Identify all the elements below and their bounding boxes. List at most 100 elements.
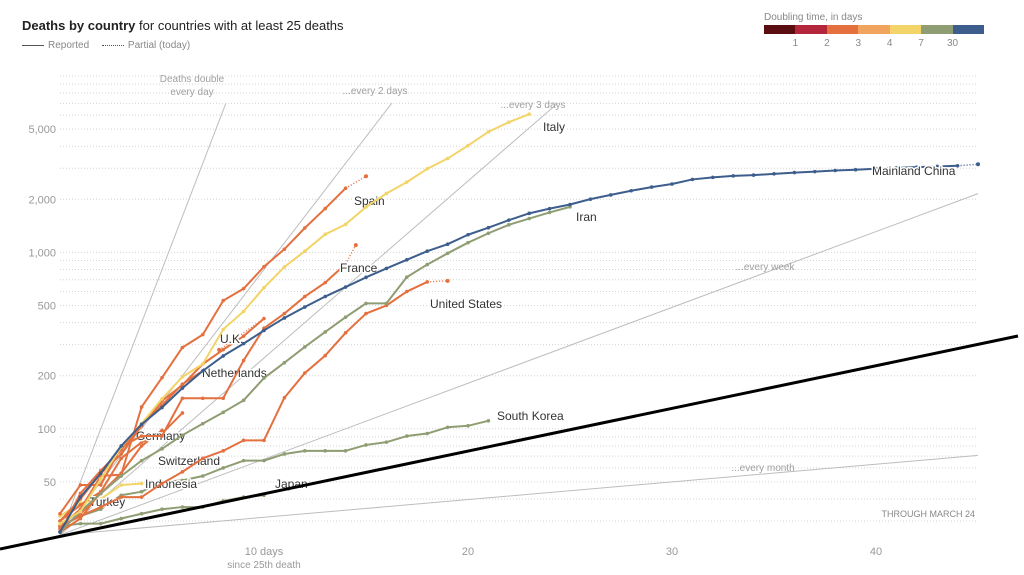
doubling-swatch-1 [795,25,827,34]
data-point-south-korea-17 [405,434,409,438]
guide-line-3-days [59,102,558,536]
data-point-mainland-china-6 [180,386,185,390]
data-point-mainland-china-25 [568,202,572,207]
data-point-united-states-6 [180,470,185,474]
data-point-japan-2 [99,521,103,526]
partial-point-united-states [445,278,450,283]
data-point-mainland-china-1 [78,495,83,499]
series-label-halo-indonesia: Indonesia [145,477,197,491]
data-point-spain-5 [160,375,164,380]
data-point-japan-5 [160,507,164,512]
data-point-spain-9 [241,286,246,291]
data-point-united-states-8 [221,449,225,453]
data-point-south-korea-13 [323,449,328,453]
data-point-united-states-10 [262,438,266,443]
data-point-united-states-3 [119,495,123,499]
data-point-mainland-china-24 [547,206,552,211]
data-point-united-states-1 [78,514,83,518]
data-point-italy-19 [445,156,450,161]
data-point-mainland-china-29 [649,185,654,189]
data-point-spain-12 [303,226,307,230]
data-point-mainland-china-22 [507,218,511,222]
data-point-italy-16 [384,191,389,196]
data-point-iran-21 [486,231,491,236]
data-point-mainland-china-18 [425,249,430,253]
data-point-u-k-8 [221,347,225,352]
data-point-spain-10 [262,264,266,269]
data-point-mainland-china-13 [323,294,328,299]
data-point-united-states-4 [139,495,144,499]
series-label-halo-france: France [340,261,378,275]
data-point-mainland-china-38 [833,168,837,173]
data-point-italy-10 [262,285,266,290]
series-label-halo-iran: Iran [576,210,597,224]
data-point-italy-13 [323,232,328,237]
data-point-iran-6 [180,433,185,437]
data-point-france-5 [160,434,164,438]
guide-label-7-days: ...every week [736,262,796,273]
chart-title: Deaths by country for countries with at … [22,18,344,33]
x-tick-label-10-days: 10 days [245,546,284,558]
data-point-france-14 [343,262,348,266]
data-point-south-korea-19 [445,425,450,430]
data-point-mainland-china-15 [364,275,368,280]
data-point-italy-23 [527,112,531,116]
data-point-netherlands-1 [78,491,83,496]
partial-line-u-k [218,317,265,351]
data-point-united-states-13 [323,353,328,358]
data-point-mainland-china-27 [609,193,613,197]
data-point-iran-8 [221,410,225,415]
data-point-italy-8 [221,327,225,332]
chart-title-rest: for countries with at least 25 deaths [135,18,344,33]
data-point-iran-10 [262,376,266,380]
y-tick-label-1-000: 1,000 [28,247,56,259]
partial-line-mainland-china [957,163,979,167]
data-point-france-13 [323,280,328,285]
series-label-south-korea: South Korea [497,409,564,423]
y-tick-label-5-000: 5,000 [28,124,56,136]
data-point-mainland-china-5 [160,405,164,410]
data-point-italy-12 [303,249,307,253]
data-point-iran-23 [527,216,531,221]
data-point-iran-7 [201,421,205,426]
data-point-germany-3 [119,456,123,461]
partial-line-united-states [427,280,448,283]
data-point-indonesia-4 [139,481,144,486]
data-point-u-k-6 [180,383,185,387]
series-label-halo-u-k: U.K. [220,332,243,346]
doubling-swatch-3 [858,25,890,34]
data-point-italy-15 [364,205,368,209]
data-point-iran-5 [160,447,164,451]
data-point-spain-4 [139,405,144,409]
data-point-mainland-china-7 [201,369,205,373]
data-point-switzerland-4 [139,444,144,448]
data-point-mainland-china-41 [894,166,899,170]
data-point-mainland-china-32 [711,175,715,180]
data-point-spain-8 [221,298,225,303]
partial-point-france [353,243,358,248]
data-point-south-korea-20 [466,423,470,428]
series-label-iran: Iran [576,210,597,224]
data-point-france-2 [99,483,103,487]
data-point-italy-9 [241,309,246,314]
gridlines [60,75,978,522]
doubling-guides: Deaths double every day ...every 2 days...… [59,74,979,536]
data-point-mainland-china-23 [527,211,531,216]
data-point-indonesia-3 [119,483,123,487]
doubling-swatch-5 [921,25,953,34]
data-point-iran-16 [384,301,389,306]
doubling-swatch-0 [764,25,796,34]
data-point-united-states-2 [99,505,103,509]
data-point-iran-13 [323,330,328,334]
doubling-color-bar [764,25,984,34]
data-point-south-korea-14 [343,449,348,453]
guide-label-1-days: every day [170,87,213,98]
y-tick-label-50: 50 [44,477,56,489]
data-point-italy-1 [78,509,83,514]
data-point-u-k-3 [119,452,123,456]
data-point-united-states-9 [241,438,246,443]
annotation-black-line [0,334,1019,551]
data-point-south-korea-7 [201,474,205,478]
doubling-label-1: 1 [792,38,799,49]
